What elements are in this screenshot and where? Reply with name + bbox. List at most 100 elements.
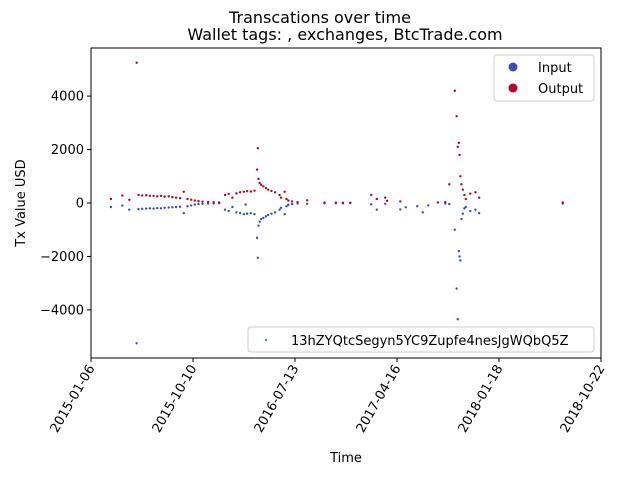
output-point	[242, 190, 246, 193]
output-point	[561, 201, 564, 204]
x-axis-ticks: 2015-01-06 2015-10-10 2016-07-13 2017-04-16…	[48, 358, 609, 436]
input-point	[159, 207, 163, 210]
output-point	[145, 194, 148, 197]
input-point	[135, 342, 138, 345]
input-point	[469, 209, 472, 213]
input-point	[305, 202, 309, 206]
output-point	[461, 188, 465, 191]
chart-subtitle: Wallet tags: , exchanges, BtcTrade.com	[187, 25, 502, 44]
input-point	[279, 206, 283, 210]
input-point	[145, 207, 148, 210]
output-point	[152, 194, 155, 198]
address-legend-box	[247, 326, 595, 353]
input-point	[223, 208, 227, 211]
output-point	[249, 190, 253, 193]
x-tick-label: 2016-07-13	[252, 363, 303, 436]
output-point	[109, 197, 113, 201]
output-point	[305, 199, 309, 202]
x-axis-label: Time	[329, 451, 362, 466]
input-point	[464, 205, 468, 209]
output-point	[140, 194, 144, 197]
input-point	[140, 207, 144, 211]
output-point	[290, 200, 294, 203]
output-point	[458, 153, 461, 157]
input-point	[460, 217, 463, 221]
input-point	[128, 208, 131, 211]
y-tick-label: 2000	[51, 143, 84, 158]
output-point	[186, 197, 189, 201]
input-point	[448, 202, 451, 206]
x-tick-label: 2018-01-18	[456, 363, 507, 436]
input-point	[152, 207, 155, 210]
input-point	[273, 211, 277, 214]
output-point	[238, 191, 242, 194]
output-point	[457, 141, 461, 145]
y-tick-label: 0	[76, 197, 84, 212]
input-point	[231, 205, 234, 209]
input-point	[270, 212, 273, 215]
legend-address-marker	[264, 338, 268, 342]
input-point	[256, 256, 260, 259]
output-point	[189, 198, 193, 201]
input-point	[245, 212, 249, 215]
output-point	[258, 181, 261, 185]
input-point	[461, 212, 465, 215]
output-point	[323, 201, 326, 204]
input-point	[182, 211, 185, 215]
output-point	[370, 193, 373, 197]
output-point	[259, 183, 263, 187]
y-axis-label: Tx Value USD	[14, 159, 29, 247]
output-point	[257, 177, 260, 181]
input-point	[399, 208, 402, 211]
output-point	[156, 195, 159, 198]
output-point	[212, 200, 215, 204]
input-point	[197, 202, 200, 206]
output-point	[436, 201, 440, 204]
input-point	[257, 224, 260, 227]
output-point	[334, 201, 338, 204]
output-point	[278, 193, 281, 197]
input-point	[262, 216, 265, 220]
output-point	[255, 168, 259, 171]
input-point	[421, 211, 424, 214]
input-point	[193, 203, 197, 206]
input-point	[278, 208, 281, 211]
input-point	[455, 287, 458, 290]
output-point	[137, 193, 140, 197]
output-point	[453, 89, 457, 92]
address-legend: 13hZYQtcSegyn5YC9Zupfe4nesJgWQbQ5Z	[247, 326, 595, 353]
input-point	[287, 203, 290, 207]
output-point	[270, 189, 273, 193]
output-point	[266, 188, 270, 191]
input-point	[137, 207, 140, 211]
legend-address-label: 13hZYQtcSegyn5YC9Zupfe4nesJgWQbQ5Z	[291, 334, 569, 349]
y-tick-label: −4000	[40, 303, 84, 318]
output-point	[385, 199, 389, 203]
output-point	[163, 195, 166, 198]
input-point	[109, 205, 113, 209]
input-point	[264, 215, 268, 218]
output-point	[469, 192, 472, 195]
data-points	[109, 61, 564, 345]
output-point	[459, 175, 462, 178]
output-point	[174, 196, 178, 199]
input-point	[456, 318, 459, 321]
input-point	[404, 206, 408, 209]
output-point	[206, 200, 210, 204]
input-point	[290, 202, 294, 206]
input-point	[249, 211, 253, 215]
output-point	[223, 193, 227, 197]
x-tick-label: 2017-04-16	[354, 363, 405, 436]
y-tick-label: −2000	[40, 250, 84, 265]
output-point	[448, 183, 451, 186]
x-tick-label: 2018-10-22	[558, 363, 609, 436]
input-point	[167, 206, 170, 209]
output-point	[474, 191, 477, 194]
legend-output-label: Output	[538, 82, 583, 97]
output-point	[341, 201, 345, 204]
input-point	[121, 204, 124, 207]
output-point	[463, 193, 466, 197]
output-point	[456, 145, 459, 149]
legend-input-label: Input	[538, 61, 572, 76]
